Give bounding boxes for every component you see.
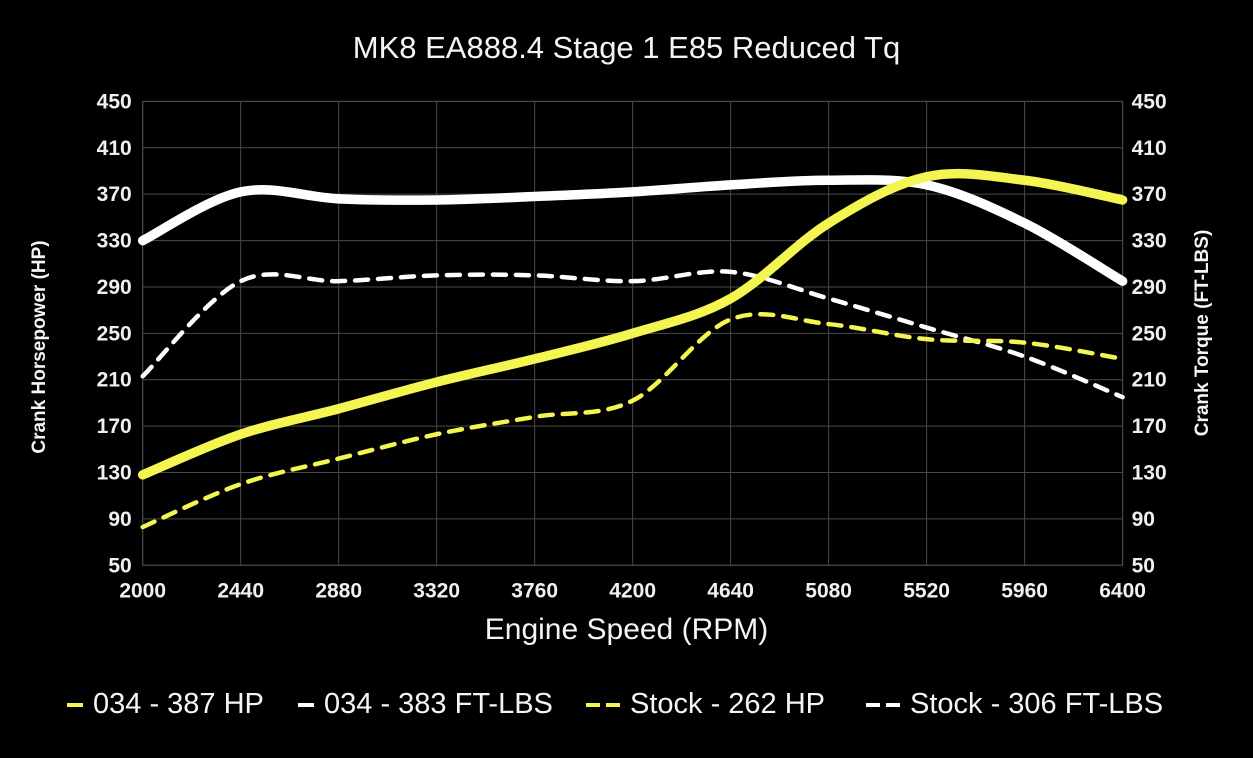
svg-text:330: 330 (97, 230, 132, 253)
svg-text:5960: 5960 (1001, 579, 1048, 602)
svg-text:4200: 4200 (609, 579, 656, 602)
svg-text:2440: 2440 (217, 579, 264, 602)
svg-text:250: 250 (97, 322, 132, 345)
svg-text:250: 250 (1132, 322, 1167, 345)
svg-text:410: 410 (1132, 137, 1167, 160)
svg-text:370: 370 (1132, 183, 1167, 206)
svg-text:4640: 4640 (707, 579, 754, 602)
svg-text:290: 290 (1132, 276, 1167, 299)
svg-text:330: 330 (1132, 230, 1167, 253)
svg-text:370: 370 (97, 183, 132, 206)
svg-text:Crank Torque (FT-LBS): Crank Torque (FT-LBS) (1192, 230, 1213, 437)
svg-text:290: 290 (97, 276, 132, 299)
svg-text:130: 130 (97, 462, 132, 485)
svg-text:5520: 5520 (903, 579, 950, 602)
svg-text:3320: 3320 (413, 579, 460, 602)
svg-text:90: 90 (108, 508, 131, 531)
svg-text:170: 170 (1132, 415, 1167, 438)
svg-text:3760: 3760 (511, 579, 558, 602)
svg-text:50: 50 (1132, 554, 1155, 577)
svg-text:2000: 2000 (119, 579, 166, 602)
svg-text:6400: 6400 (1099, 579, 1146, 602)
svg-text:5080: 5080 (805, 579, 852, 602)
svg-text:2880: 2880 (315, 579, 362, 602)
svg-text:Crank Horsepower (HP): Crank Horsepower (HP) (29, 240, 50, 453)
svg-text:410: 410 (97, 137, 132, 160)
svg-text:90: 90 (1132, 508, 1155, 531)
svg-text:210: 210 (1132, 369, 1167, 392)
svg-text:210: 210 (97, 369, 132, 392)
svg-text:130: 130 (1132, 462, 1167, 485)
svg-text:450: 450 (1132, 90, 1167, 113)
svg-text:450: 450 (97, 90, 132, 113)
svg-text:50: 50 (108, 554, 131, 577)
svg-text:170: 170 (97, 415, 132, 438)
